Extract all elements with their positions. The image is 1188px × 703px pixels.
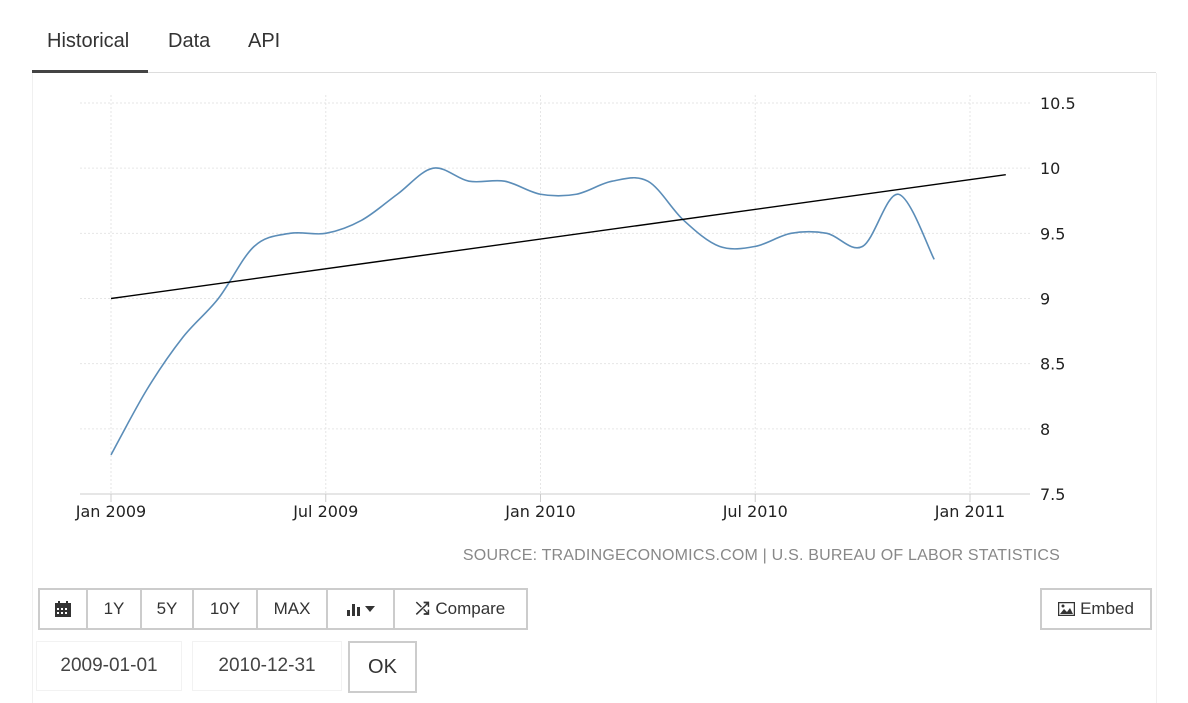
y-tick-label: 10 xyxy=(1040,159,1060,178)
range-max-button[interactable]: MAX xyxy=(256,588,328,630)
series-line-unemployment xyxy=(111,168,934,455)
embed-label: Embed xyxy=(1080,599,1134,619)
caret-down-icon xyxy=(365,606,375,612)
x-tick-label: Jul 2009 xyxy=(292,502,358,521)
x-tick-label: Jul 2010 xyxy=(722,502,788,521)
range-10y-button[interactable]: 10Y xyxy=(192,588,258,630)
bar-chart-icon xyxy=(346,601,362,617)
x-tick-label: Jan 2011 xyxy=(934,502,1005,521)
image-icon xyxy=(1058,602,1075,616)
calendar-button[interactable] xyxy=(38,588,88,630)
x-tick-label: Jan 2010 xyxy=(504,502,575,521)
x-tick-label: Jan 2009 xyxy=(75,502,146,521)
ok-button[interactable]: OK xyxy=(348,641,417,693)
compare-label: Compare xyxy=(435,599,505,619)
source-text: SOURCE: TRADINGECONOMICS.COM | U.S. BURE… xyxy=(463,547,1060,565)
calendar-icon xyxy=(54,600,72,618)
start-date-input[interactable]: 2009-01-01 xyxy=(36,641,182,691)
range-1y-button[interactable]: 1Y xyxy=(86,588,142,630)
y-tick-label: 9 xyxy=(1040,290,1050,309)
y-tick-label: 10.5 xyxy=(1040,94,1076,113)
end-date-input[interactable]: 2010-12-31 xyxy=(192,641,342,691)
chart: 10.5 10 9.5 9 8.5 8 7.5 Jan 2009 Jul 2009 Jan 201… xyxy=(0,0,1188,540)
range-5y-button[interactable]: 5Y xyxy=(140,588,194,630)
y-tick-label: 8.5 xyxy=(1040,355,1065,374)
y-tick-label: 9.5 xyxy=(1040,224,1065,243)
shuffle-icon: ⤮ xyxy=(416,599,430,619)
chart-type-button[interactable] xyxy=(326,588,395,630)
compare-button[interactable]: ⤮ Compare xyxy=(393,588,528,630)
y-tick-label: 7.5 xyxy=(1040,485,1065,504)
y-tick-label: 8 xyxy=(1040,420,1050,439)
embed-button[interactable]: Embed xyxy=(1040,588,1152,630)
